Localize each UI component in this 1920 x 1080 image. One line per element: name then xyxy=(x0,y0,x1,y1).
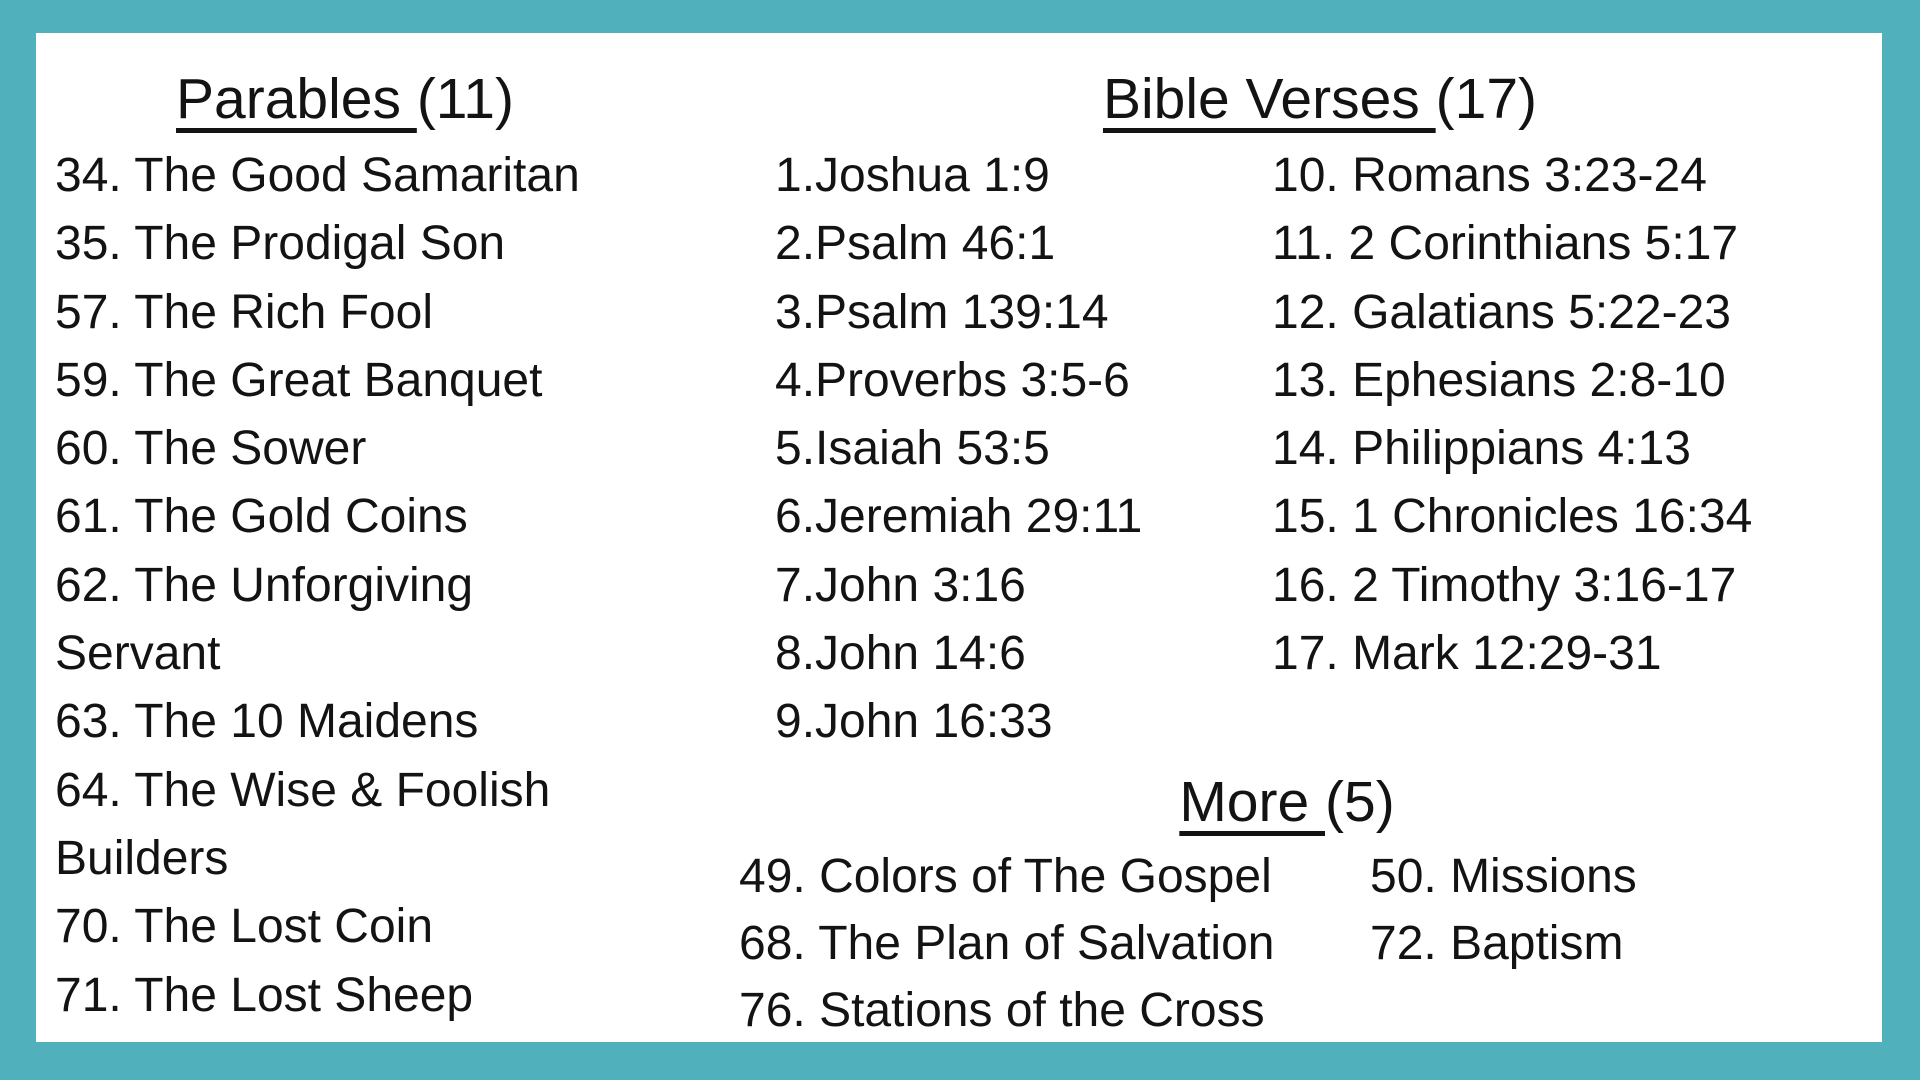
list-item: 34. The Good Samaritan xyxy=(55,149,580,202)
parables-heading: Parables (11) xyxy=(55,64,635,134)
list-item: 3.Psalm 139:14 xyxy=(775,285,1109,339)
list-item: 6.Jeremiah 29:11 xyxy=(775,490,1143,544)
list-item: 63. The 10 Maidens xyxy=(55,695,479,749)
list-item: 17. Mark 12:29-31 xyxy=(1272,627,1662,681)
list-item: 61. The Gold Coins xyxy=(55,490,468,544)
bible-verses-heading-count: (17) xyxy=(1435,67,1538,131)
more-heading-count: (5) xyxy=(1325,770,1395,834)
parables-heading-underlined: Parables xyxy=(176,67,417,131)
list-item: 57. The Rich Fool xyxy=(55,285,433,339)
list-item: 1.Joshua 1:9 xyxy=(775,149,1050,202)
list-item: 4.Proverbs 3:5-6 xyxy=(775,353,1130,407)
bible-verses-list-column-2: 10. Romans 3:23-24 11. 2 Corinthians 5:17… xyxy=(1272,142,1752,688)
list-item: 5.Isaiah 53:5 xyxy=(775,422,1050,476)
list-item: 13. Ephesians 2:8-10 xyxy=(1272,353,1726,407)
bible-verses-heading: Bible Verses (17) xyxy=(770,64,1870,134)
list-item: 8.John 14:6 xyxy=(775,627,1026,681)
list-item: 11. 2 Corinthians 5:17 xyxy=(1272,217,1739,271)
more-list-column-1: 49. Colors of The Gospel 68. The Plan of … xyxy=(739,843,1274,1044)
list-item: 10. Romans 3:23-24 xyxy=(1272,149,1707,202)
list-item: 50. Missions xyxy=(1370,850,1637,903)
list-item: 60. The Sower xyxy=(55,422,367,476)
more-heading: More (5) xyxy=(737,767,1837,837)
list-item: 49. Colors of The Gospel xyxy=(739,850,1272,903)
list-item: 2.Psalm 46:1 xyxy=(775,217,1056,271)
parables-heading-count: (11) xyxy=(416,67,514,131)
list-item: 15. 1 Chronicles 16:34 xyxy=(1272,490,1753,544)
list-item: 59. The Great Banquet xyxy=(55,353,543,407)
list-item: 64. The Wise & Foolish Builders xyxy=(55,763,551,885)
list-item: 68. The Plan of Salvation xyxy=(739,917,1275,970)
parables-list: 34. The Good Samaritan 35. The Prodigal S… xyxy=(55,142,640,1030)
bible-verses-list-column-1: 1.Joshua 1:9 2.Psalm 46:1 3.Psalm 139:14 4.… xyxy=(775,142,1142,757)
list-item: 7.John 3:16 xyxy=(775,558,1026,612)
more-heading-underlined: More xyxy=(1179,770,1326,834)
list-item: 14. Philippians 4:13 xyxy=(1272,422,1691,476)
list-item: 72. Baptism xyxy=(1370,917,1624,970)
list-item: 76. Stations of the Cross xyxy=(739,984,1265,1037)
list-item: 71. The Lost Sheep xyxy=(55,968,474,1022)
list-item: 35. The Prodigal Son xyxy=(55,217,506,271)
list-item: 70. The Lost Coin xyxy=(55,900,434,954)
more-list-column-2: 50. Missions 72. Baptism xyxy=(1370,843,1637,977)
list-item: 16. 2 Timothy 3:16-17 xyxy=(1272,558,1737,612)
list-item: 62. The Unforgiving Servant xyxy=(55,558,474,681)
list-item: 12. Galatians 5:22-23 xyxy=(1272,285,1731,339)
slide-surface xyxy=(36,33,1882,1042)
list-item: 9.John 16:33 xyxy=(775,695,1053,749)
bible-verses-heading-underlined: Bible Verses xyxy=(1102,67,1436,131)
